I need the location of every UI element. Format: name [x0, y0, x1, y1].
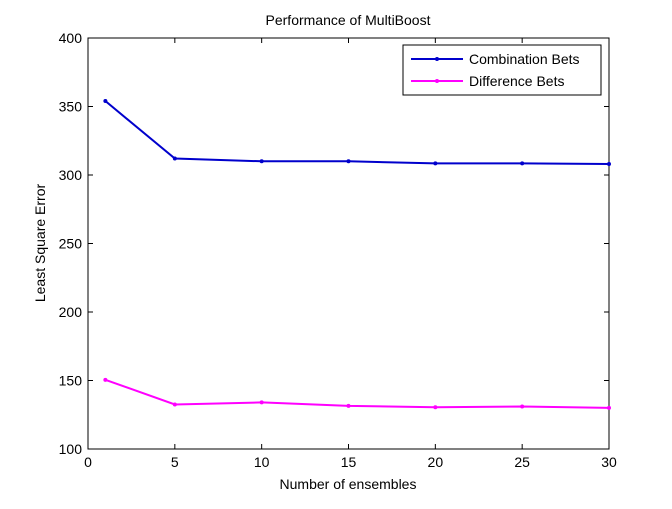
- plot-area: [87, 37, 610, 450]
- series-group: [103, 99, 611, 410]
- series-point-1: [346, 403, 351, 408]
- x-tick-label: 25: [514, 454, 530, 470]
- x-tick-label: 20: [428, 454, 444, 470]
- x-axis-label: Number of ensembles: [280, 476, 417, 492]
- axis-ticks: 0 5 10 15 20 25 30 100 150 200 250 300 350 400: [59, 30, 617, 470]
- series-point-1: [433, 405, 438, 410]
- series-point-0: [607, 162, 611, 167]
- legend-label-0: Combination Bets: [469, 51, 580, 67]
- x-tick-label: 30: [601, 454, 617, 470]
- y-tick-label: 350: [59, 99, 83, 115]
- y-tick-label: 250: [59, 236, 83, 252]
- x-tick-label: 0: [84, 454, 92, 470]
- y-tick-label: 400: [59, 30, 83, 46]
- x-tick-label: 10: [254, 454, 270, 470]
- y-tick-label: 150: [59, 373, 83, 389]
- legend-marker-1: [435, 79, 439, 83]
- legend: Combination Bets Difference Bets: [402, 44, 602, 96]
- series-point-0: [433, 161, 438, 166]
- series-point-1: [103, 377, 108, 382]
- legend-label-1: Difference Bets: [469, 73, 564, 89]
- series-point-0: [520, 161, 525, 166]
- series-point-0: [172, 156, 177, 161]
- y-tick-label: 200: [59, 304, 83, 320]
- plot-frame: [87, 37, 610, 450]
- series-point-1: [520, 404, 525, 409]
- y-tick-label: 100: [59, 441, 83, 457]
- series-point-0: [346, 159, 351, 164]
- series-point-1: [607, 405, 611, 410]
- series-point-1: [259, 400, 264, 405]
- chart-title: Performance of MultiBoost: [266, 12, 431, 28]
- series-point-0: [103, 99, 108, 104]
- y-axis-label: Least Square Error: [32, 184, 48, 303]
- x-tick-label: 15: [341, 454, 357, 470]
- x-tick-label: 5: [171, 454, 179, 470]
- y-tick-label: 300: [59, 167, 83, 183]
- legend-box: [402, 44, 602, 96]
- legend-marker-0: [435, 57, 439, 61]
- series-point-0: [259, 159, 264, 164]
- series-point-1: [172, 402, 177, 407]
